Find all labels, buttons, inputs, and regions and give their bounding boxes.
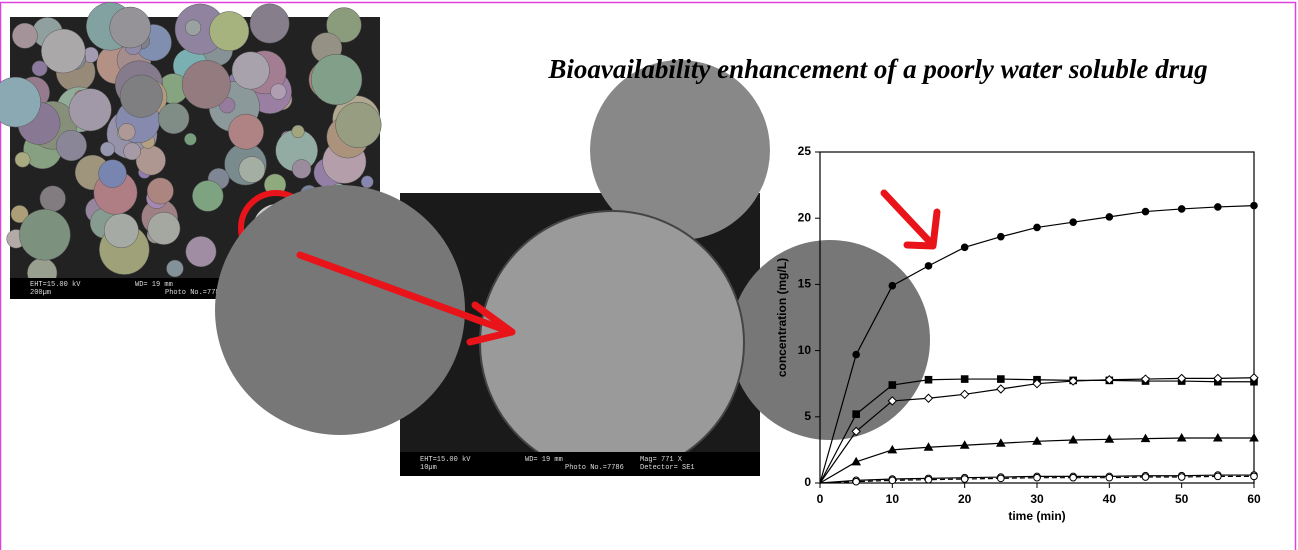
data-point	[998, 475, 1005, 482]
sphere	[158, 103, 189, 134]
sphere	[104, 213, 138, 247]
data-point	[853, 411, 860, 418]
x-tick-label: 60	[1247, 492, 1261, 506]
y-tick-label: 0	[804, 475, 811, 489]
sem-label: 200µm	[30, 289, 51, 297]
data-point	[889, 282, 896, 289]
sphere	[118, 123, 135, 140]
y-tick-label: 5	[804, 409, 811, 423]
sphere	[182, 60, 230, 108]
y-tick-label: 10	[798, 343, 812, 357]
data-point	[998, 376, 1005, 383]
sem-label: Mag= 771 X	[640, 456, 683, 464]
data-point	[1034, 474, 1041, 481]
sem-label: WD= 19 mm	[135, 281, 173, 289]
y-tick-label: 20	[798, 210, 812, 224]
graphical-abstract: EHT=15.00 kV200µmWD= 19 mmPhoto No.=7785…	[0, 0, 1298, 550]
sphere	[311, 54, 362, 105]
sphere	[361, 176, 373, 188]
sphere	[167, 260, 184, 277]
x-tick-label: 10	[886, 492, 900, 506]
data-point	[1106, 474, 1113, 481]
sphere	[56, 130, 87, 161]
page: EHT=15.00 kV200µmWD= 19 mmPhoto No.=7785…	[0, 0, 1298, 550]
data-point	[889, 477, 896, 484]
data-point	[1070, 219, 1077, 226]
heading: Bioavailability enhancement of a poorly …	[547, 54, 1207, 84]
data-point	[961, 244, 968, 251]
sem-label: EHT=15.00 kV	[30, 281, 81, 289]
x-tick-label: 20	[958, 492, 972, 506]
y-axis-label: concentration (mg/L)	[775, 258, 789, 377]
x-tick-label: 50	[1175, 492, 1189, 506]
sem-label: WD= 19 mm	[525, 456, 563, 464]
data-point	[961, 390, 969, 398]
sphere	[19, 209, 70, 260]
sphere	[185, 20, 201, 36]
sphere	[292, 125, 305, 138]
sphere	[69, 89, 111, 131]
data-point	[1178, 474, 1185, 481]
sem-label: Photo No.=7786	[565, 464, 624, 472]
y-tick-label: 25	[798, 144, 812, 158]
sphere	[40, 186, 66, 212]
sphere	[192, 181, 223, 212]
x-tick-label: 0	[817, 492, 824, 506]
data-point	[1142, 474, 1149, 481]
data-point	[925, 476, 932, 483]
sphere	[270, 84, 286, 100]
sphere	[100, 142, 114, 156]
y-tick-label: 15	[798, 277, 812, 291]
data-point	[925, 376, 932, 383]
sphere	[15, 152, 30, 167]
x-tick-label: 30	[1030, 492, 1044, 506]
sphere	[292, 160, 311, 179]
arrow-shaft	[884, 193, 930, 242]
sphere	[336, 102, 382, 148]
data-point	[1106, 214, 1113, 221]
data-point	[1215, 204, 1222, 211]
sphere	[120, 75, 163, 118]
data-point	[961, 376, 968, 383]
data-point	[1251, 202, 1258, 209]
data-point	[1251, 473, 1258, 480]
sphere-edge	[215, 185, 465, 435]
data-point	[853, 478, 860, 485]
x-tick-label: 40	[1103, 492, 1117, 506]
sphere	[480, 211, 744, 475]
data-point	[1215, 473, 1222, 480]
sphere	[147, 178, 173, 204]
sphere	[232, 52, 269, 89]
sphere	[99, 160, 127, 188]
data-point	[1034, 224, 1041, 231]
data-point	[998, 233, 1005, 240]
x-axis-label: time (min)	[1008, 509, 1065, 523]
sphere	[239, 157, 265, 183]
data-point	[961, 476, 968, 483]
sphere	[186, 236, 216, 266]
sphere	[41, 29, 85, 73]
sphere	[209, 11, 248, 50]
data-point	[853, 351, 860, 358]
data-point	[997, 385, 1005, 393]
sphere	[250, 4, 289, 43]
data-point	[1070, 474, 1077, 481]
data-point	[925, 394, 933, 402]
sem-label: Detector= SE1	[640, 464, 695, 472]
sphere	[148, 212, 180, 244]
sphere	[184, 133, 196, 145]
data-point	[889, 382, 896, 389]
sphere	[124, 143, 141, 160]
sem-label: EHT=15.00 kV	[420, 456, 471, 464]
sphere	[12, 23, 37, 48]
sem-label: 10µm	[420, 464, 437, 472]
data-point	[1178, 206, 1185, 213]
sphere-edge	[730, 240, 930, 440]
sem-label: Photo No.=7785	[165, 289, 224, 297]
data-point	[1142, 208, 1149, 215]
sphere	[228, 114, 263, 149]
sphere	[110, 7, 151, 48]
data-point	[925, 263, 932, 270]
